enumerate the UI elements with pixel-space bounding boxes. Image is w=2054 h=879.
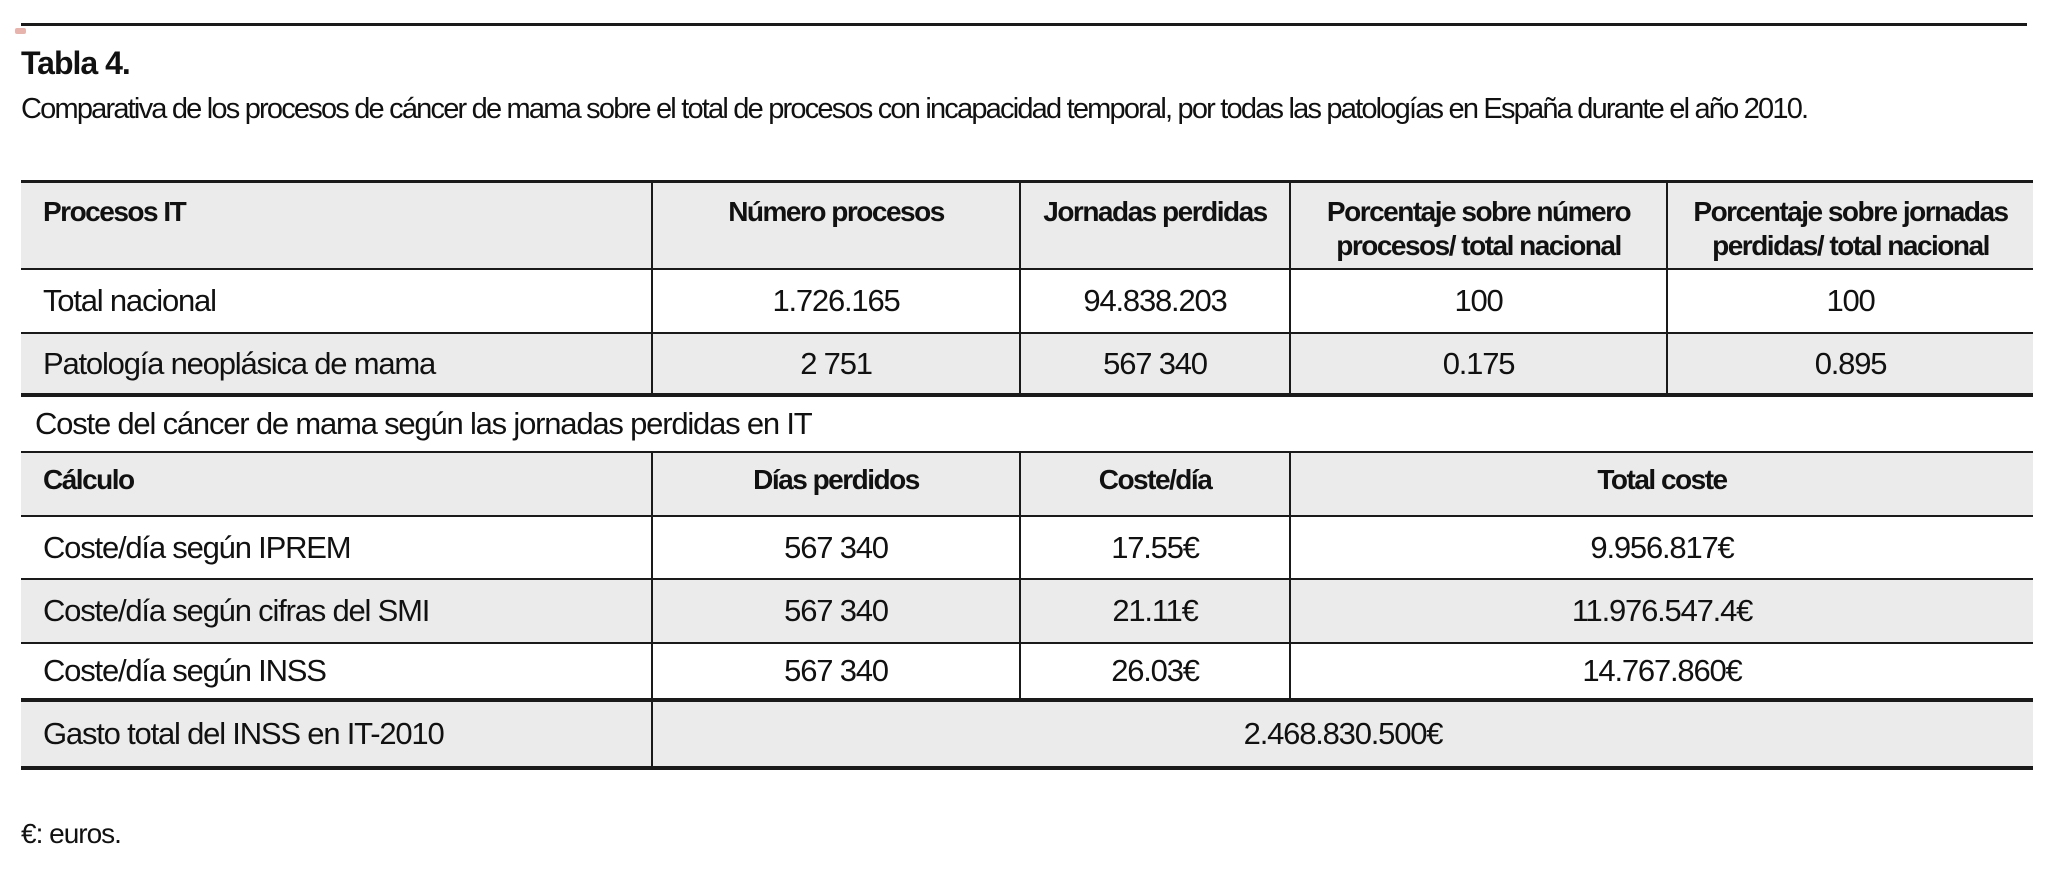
cell-coste-dia: 21.11€ bbox=[1019, 579, 1290, 644]
header-dias-perdidos: Días perdidos bbox=[651, 452, 1020, 517]
cell-numero-procesos: 1.726.165 bbox=[651, 269, 1020, 334]
table-row: Coste/día según cifras del SMI 567 340 2… bbox=[21, 579, 2033, 644]
table-figure: Tabla 4. Comparativa de los procesos de … bbox=[21, 44, 2033, 850]
row-label: Total nacional bbox=[43, 283, 217, 319]
header-porcentaje-jornadas: Porcentaje sobre jornadas perdidas/ tota… bbox=[1666, 181, 2033, 270]
cell-porcentaje-jornadas: 100 bbox=[1666, 269, 2033, 334]
header-total-coste: Total coste bbox=[1289, 452, 2033, 517]
table-row: Total nacional 1.726.165 94.838.203 100 … bbox=[21, 269, 2033, 334]
row-label: Coste/día según cifras del SMI bbox=[43, 593, 430, 629]
red-artifact-mark bbox=[15, 28, 26, 34]
total-row: Gasto total del INSS en IT-2010 2.468.83… bbox=[21, 700, 2033, 769]
cell-total-coste: 11.976.547.4€ bbox=[1289, 579, 2033, 644]
row-label: Coste/día según IPREM bbox=[43, 529, 352, 565]
row-label: Gasto total del INSS en IT-2010 bbox=[43, 716, 445, 752]
table-title: Tabla 4. bbox=[21, 45, 131, 81]
cell-coste-dia: 26.03€ bbox=[1019, 643, 1290, 701]
table-caption: Comparativa de los procesos de cáncer de… bbox=[21, 93, 1809, 126]
cell-porcentaje-procesos: 0.175 bbox=[1289, 333, 1667, 396]
header-coste-dia: Coste/día bbox=[1019, 452, 1290, 517]
cell-numero-procesos: 2 751 bbox=[651, 333, 1020, 396]
table-row: Coste/día según IPREM 567 340 17.55€ 9.9… bbox=[21, 516, 2033, 580]
footnote: €: euros. bbox=[21, 818, 122, 850]
table-row: Coste/día según INSS 567 340 26.03€ 14.7… bbox=[21, 643, 2033, 701]
cell-porcentaje-procesos: 100 bbox=[1289, 269, 1667, 334]
cell-porcentaje-jornadas: 0.895 bbox=[1666, 333, 2033, 396]
cell-jornadas-perdidas: 567 340 bbox=[1019, 333, 1290, 396]
header-jornadas-perdidas: Jornadas perdidas bbox=[1019, 181, 1290, 270]
cell-dias-perdidos: 567 340 bbox=[651, 643, 1020, 701]
header-porcentaje-procesos: Porcentaje sobre número procesos/ total … bbox=[1289, 181, 1667, 270]
cell-gasto-total: 2.468.830.500€ bbox=[651, 700, 2033, 769]
cell-dias-perdidos: 567 340 bbox=[651, 516, 1020, 580]
top-horizontal-rule bbox=[21, 23, 2027, 26]
section-row: Coste del cáncer de mama según las jorna… bbox=[21, 395, 2033, 452]
row-label: Coste/día según INSS bbox=[43, 653, 327, 689]
comparative-table: Procesos IT Número procesos Jornadas per… bbox=[21, 180, 2033, 771]
header-numero-procesos: Número procesos bbox=[651, 181, 1020, 270]
cell-jornadas-perdidas: 94.838.203 bbox=[1019, 269, 1290, 334]
header-calculo: Cálculo bbox=[43, 464, 135, 496]
cell-coste-dia: 17.55€ bbox=[1019, 516, 1290, 580]
cell-total-coste: 14.767.860€ bbox=[1289, 643, 2033, 701]
table-row: Patología neoplásica de mama 2 751 567 3… bbox=[21, 333, 2033, 396]
row-label: Patología neoplásica de mama bbox=[43, 345, 436, 381]
cell-total-coste: 9.956.817€ bbox=[1289, 516, 2033, 580]
cell-dias-perdidos: 567 340 bbox=[651, 579, 1020, 644]
table1-header-row: Procesos IT Número procesos Jornadas per… bbox=[21, 181, 2033, 270]
section-label: Coste del cáncer de mama según las jorna… bbox=[35, 406, 813, 442]
header-procesos-it: Procesos IT bbox=[43, 195, 187, 227]
table2-header-row: Cálculo Días perdidos Coste/día Total co… bbox=[21, 452, 2033, 517]
